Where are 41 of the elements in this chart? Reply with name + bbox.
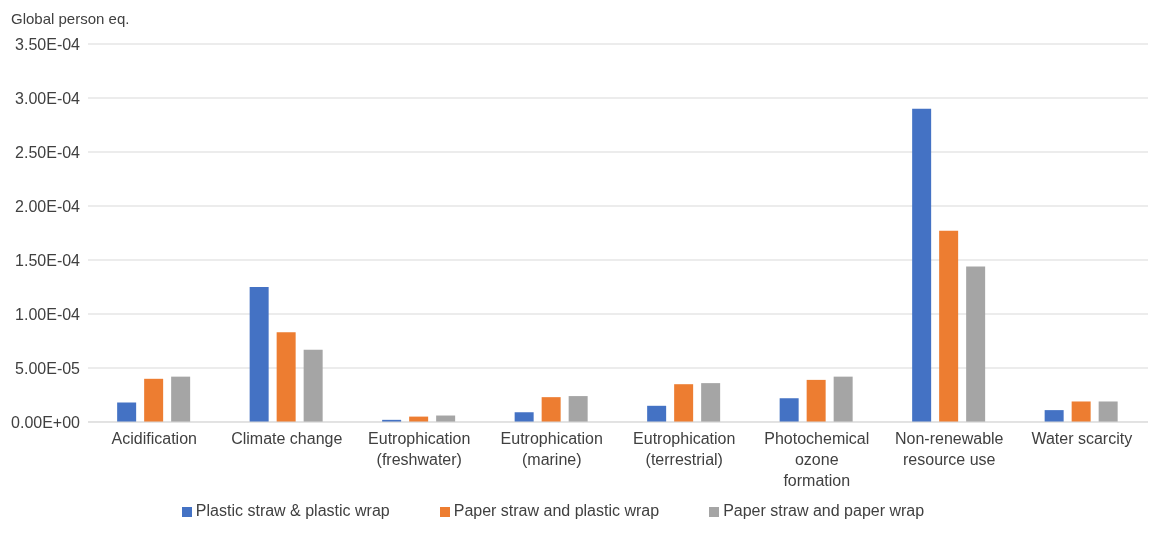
- bar: [249, 287, 269, 422]
- y-tick-label: 0.00E+00: [11, 413, 81, 431]
- bar: [568, 396, 588, 422]
- y-tick-label: 1.00E-04: [15, 305, 81, 323]
- bar: [144, 378, 164, 422]
- bar: [117, 402, 137, 422]
- bar: [833, 376, 853, 422]
- x-tick-label: Climate change: [231, 430, 343, 447]
- y-tick-label: 3.50E-04: [15, 35, 81, 53]
- bar: [674, 384, 694, 422]
- y-tick-label: 2.00E-04: [15, 197, 81, 215]
- bar: [541, 397, 561, 422]
- x-tick-label: Eutrophication (terrestrial): [633, 430, 736, 468]
- x-tick-label: Photochemical ozone formation: [764, 430, 870, 489]
- bar: [514, 412, 534, 422]
- bar: [701, 383, 721, 422]
- bar: [912, 108, 932, 422]
- y-tick-label: 1.50E-04: [15, 251, 81, 269]
- x-tick-label: Acidification: [111, 430, 197, 447]
- legend-label: Plastic straw & plastic wrap: [195, 502, 390, 519]
- legend-label: Paper straw and plastic wrap: [453, 502, 660, 519]
- x-tick-label: Eutrophication (freshwater): [368, 430, 471, 468]
- y-tick-label: 3.00E-04: [15, 89, 81, 107]
- bar: [1044, 410, 1064, 422]
- bar: [303, 349, 323, 422]
- bar: [647, 405, 667, 422]
- x-tick-label: Eutrophication (marine): [500, 430, 603, 468]
- bar: [939, 230, 959, 422]
- legend-label: Paper straw and paper wrap: [723, 502, 925, 519]
- bar: [1071, 401, 1091, 422]
- y-tick-label: 5.00E-05: [15, 359, 81, 377]
- bar: [171, 376, 191, 422]
- bar: [276, 332, 296, 422]
- x-tick-label: Water scarcity: [1031, 430, 1133, 447]
- y-tick-label: 2.50E-04: [15, 143, 81, 161]
- bar: [1098, 401, 1118, 422]
- y-axis-title: Global person eq.: [11, 10, 130, 27]
- x-tick-label: Non-renewable resource use: [894, 430, 1004, 468]
- bar: [779, 398, 799, 422]
- bar: [806, 379, 826, 422]
- bar: [966, 266, 986, 422]
